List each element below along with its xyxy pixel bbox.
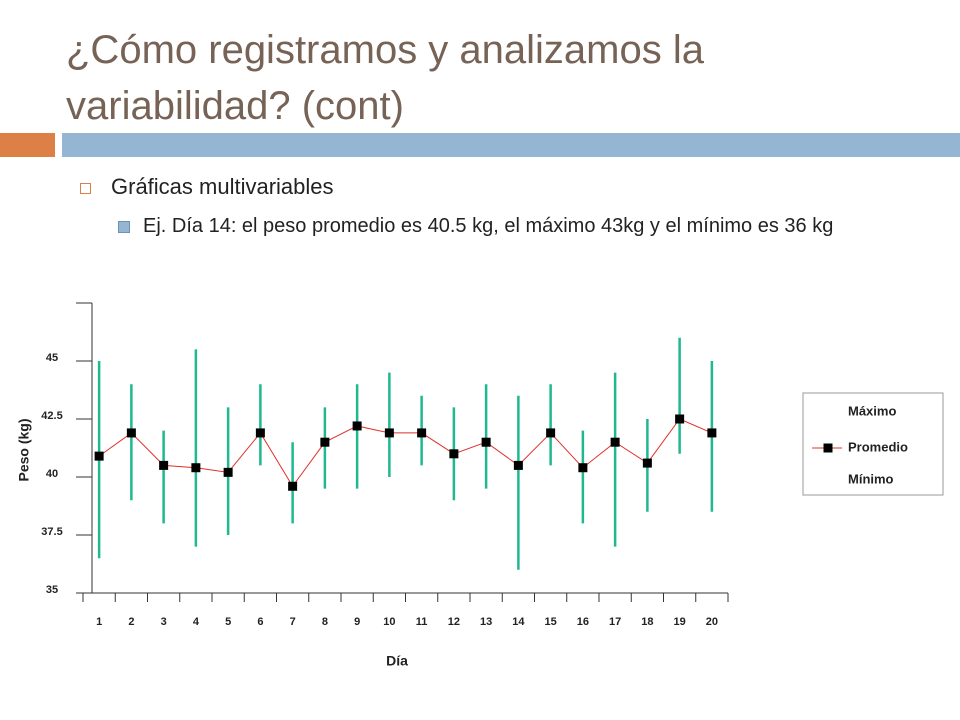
average-marker <box>159 460 169 470</box>
sub-bullet-text: Ej. Día 14: el peso promedio es 40.5 kg,… <box>143 215 834 237</box>
y-tick-label: 42.5 <box>41 410 62 422</box>
average-marker <box>513 460 523 470</box>
x-tick-label: 19 <box>674 616 686 628</box>
average-marker <box>191 463 201 473</box>
average-marker <box>546 428 556 438</box>
bullet: Gráficas multivariables <box>80 174 334 200</box>
average-marker <box>223 467 233 477</box>
x-tick-label: 9 <box>354 616 360 628</box>
x-tick-label: 10 <box>383 616 395 628</box>
average-marker <box>384 428 394 438</box>
average-marker <box>255 428 265 438</box>
bullet-text: Gráficas multivariables <box>111 174 334 199</box>
x-tick-label: 14 <box>512 616 525 628</box>
x-tick-label: 1 <box>96 616 102 628</box>
average-line <box>98 418 713 488</box>
average-marker <box>417 428 427 438</box>
y-tick-label: 35 <box>46 584 58 596</box>
x-tick-label: 11 <box>416 616 428 628</box>
y-tick-label: 40 <box>46 468 58 480</box>
x-tick-label: 2 <box>128 616 134 628</box>
average-marker <box>320 437 330 447</box>
average-marker <box>126 428 136 438</box>
x-tick-label: 12 <box>448 616 460 628</box>
legend-label: Máximo <box>848 403 896 418</box>
x-tick-label: 3 <box>161 616 167 628</box>
x-tick-label: 20 <box>706 616 718 628</box>
bullet-icon <box>80 182 91 194</box>
average-marker <box>578 463 588 473</box>
y-axis-label: Peso (kg) <box>16 418 32 481</box>
average-marker <box>94 451 104 461</box>
legend-label: Promedio <box>848 439 908 454</box>
average-marker <box>675 414 685 424</box>
x-tick-label: 8 <box>322 616 328 628</box>
x-tick-label: 6 <box>257 616 263 628</box>
average-marker <box>288 481 298 491</box>
legend-marker <box>823 443 833 453</box>
accent-bar <box>62 133 960 157</box>
sub-bullet: Ej. Día 14: el peso promedio es 40.5 kg,… <box>118 213 878 239</box>
x-tick-label: 15 <box>545 616 557 628</box>
y-tick-label: 37.5 <box>41 526 62 538</box>
x-tick-label: 4 <box>193 616 200 628</box>
x-tick-label: 18 <box>641 616 653 628</box>
average-marker <box>707 428 717 438</box>
average-marker <box>610 437 620 447</box>
accent-bar <box>0 133 55 157</box>
average-marker <box>352 421 362 431</box>
x-tick-label: 5 <box>225 616 231 628</box>
x-tick-label: 13 <box>480 616 492 628</box>
x-tick-label: 16 <box>577 616 589 628</box>
x-axis-label: Día <box>386 653 408 669</box>
bullet-icon <box>118 221 130 233</box>
y-tick-label: 45 <box>46 352 58 364</box>
x-tick-label: 17 <box>609 616 621 628</box>
average-marker <box>642 458 652 468</box>
average-marker <box>449 449 459 459</box>
legend-label: Mínimo <box>848 471 894 486</box>
x-tick-label: 7 <box>290 616 296 628</box>
slide-title: ¿Cómo registramos y analizamos la variab… <box>66 28 704 128</box>
average-marker <box>481 437 491 447</box>
